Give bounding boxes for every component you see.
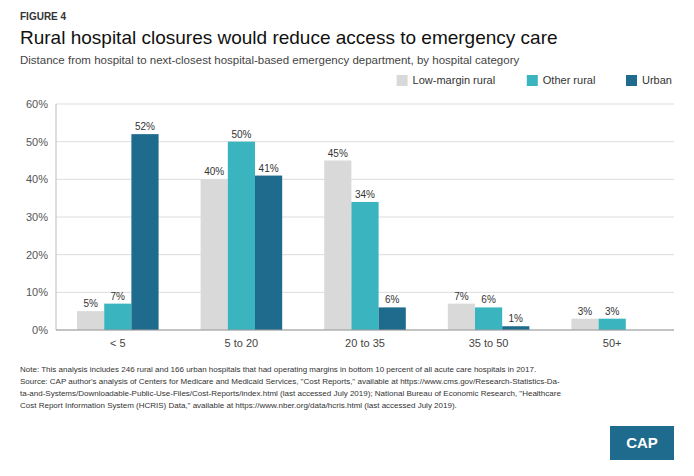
bar [131, 134, 158, 330]
legend-label: Urban [642, 74, 672, 86]
note: ta-and-Systems/Downloadable-Public-Use-F… [20, 389, 561, 398]
data-label: 45% [328, 148, 348, 159]
bar [599, 319, 626, 330]
bar [475, 307, 502, 330]
y-tick-label: 10% [26, 286, 48, 298]
x-tick-label: < 5 [110, 337, 126, 349]
legend-swatch [527, 75, 538, 86]
data-label: 50% [231, 129, 251, 140]
data-label: 41% [259, 163, 279, 174]
subtitle: Distance from hospital to next-closest h… [20, 54, 519, 66]
bar [228, 142, 255, 330]
data-label: 3% [578, 306, 593, 317]
data-label: 6% [481, 294, 496, 305]
data-label: 34% [355, 189, 375, 200]
y-tick-label: 0% [32, 324, 48, 336]
bar [351, 202, 378, 330]
data-labels: 5% 40% 45% 7% 3% 7% 50% 34% 6% 3% 52% 41% 6% 1% [83, 121, 619, 324]
y-tick-label: 30% [26, 211, 48, 223]
legend-swatch [397, 75, 408, 86]
bars [77, 134, 626, 330]
logo-text: CAP [626, 434, 658, 451]
note: Cost Report Information System (HCRIS) D… [20, 401, 457, 410]
x-tick-label: 5 to 20 [225, 337, 259, 349]
data-label: 40% [204, 166, 224, 177]
x-axis-line [56, 330, 674, 331]
data-label: 1% [509, 313, 524, 324]
y-axis: 0% 10% 20% 30% 40% 50% 60% [26, 98, 674, 336]
x-tick-label: 35 to 50 [469, 337, 509, 349]
notes: Note: This analysis includes 246 rural a… [20, 365, 561, 410]
bar [104, 304, 131, 330]
bar [571, 319, 598, 330]
bar [255, 176, 282, 330]
x-tick-label: 50+ [603, 337, 622, 349]
data-label: 52% [135, 121, 155, 132]
note: Note: This analysis includes 246 rural a… [20, 365, 536, 374]
y-tick-label: 50% [26, 136, 48, 148]
y-axis-line [56, 104, 57, 330]
y-tick-label: 20% [26, 249, 48, 261]
y-tick-label: 40% [26, 173, 48, 185]
data-label: 6% [385, 294, 400, 305]
note: Source: CAP author's analysis of Centers… [20, 377, 560, 386]
data-label: 7% [454, 291, 469, 302]
logo: CAP [610, 426, 674, 460]
legend-label: Low-margin rural [413, 74, 496, 86]
bar [448, 304, 475, 330]
x-tick-label: 20 to 35 [345, 337, 385, 349]
chart: FIGURE 4 Rural hospital closures would re… [0, 0, 694, 476]
data-label: 3% [605, 306, 620, 317]
grid-line [56, 104, 674, 105]
bar [379, 307, 406, 330]
bar [324, 161, 351, 331]
bar [502, 326, 529, 330]
title: Rural hospital closures would reduce acc… [20, 27, 558, 48]
grid-line [56, 330, 674, 331]
bar [77, 311, 104, 330]
x-axis: < 5 5 to 20 20 to 35 35 to 50 50+ [110, 337, 622, 349]
legend: Low-margin rural Other rural Urban [397, 74, 672, 86]
data-label: 7% [111, 291, 126, 302]
figure-label: FIGURE 4 [20, 11, 67, 22]
legend-swatch [626, 75, 637, 86]
logo-box [610, 426, 674, 460]
y-tick-label: 60% [26, 98, 48, 110]
data-label: 5% [83, 298, 98, 309]
bar [201, 179, 228, 330]
legend-label: Other rural [543, 74, 596, 86]
